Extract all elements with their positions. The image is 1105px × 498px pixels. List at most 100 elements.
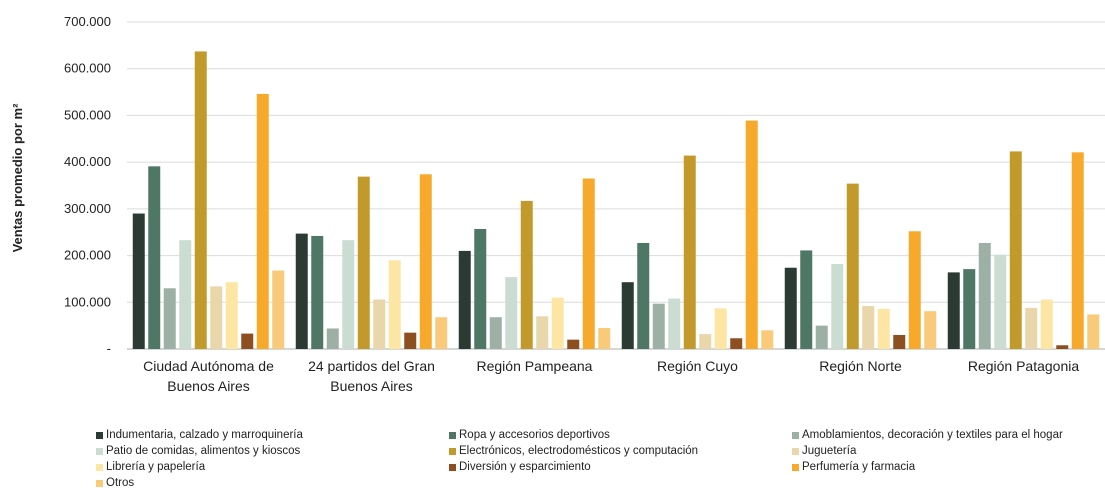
legend-swatch bbox=[792, 464, 799, 471]
legend-item: Juguetería bbox=[792, 445, 856, 457]
bar bbox=[746, 121, 758, 349]
bar bbox=[148, 166, 160, 349]
bar bbox=[505, 277, 517, 349]
legend-label: Indumentaria, calzado y marroquinería bbox=[106, 429, 303, 441]
x-category-labels: Ciudad Autónoma de Buenos Aires 24 partido… bbox=[143, 358, 1079, 394]
legend-label: Juguetería bbox=[802, 445, 856, 457]
bar bbox=[668, 299, 680, 349]
legend-label: Librería y papelería bbox=[106, 461, 205, 473]
y-tick-label: 700.000 bbox=[64, 14, 111, 29]
y-tick-label: 600.000 bbox=[64, 61, 111, 76]
bar bbox=[358, 177, 370, 349]
category-label: Buenos Aires bbox=[330, 378, 413, 394]
bar bbox=[699, 334, 711, 349]
bar bbox=[311, 236, 323, 349]
legend-swatch bbox=[96, 432, 103, 439]
legend-label: Ropa y accesorios deportivos bbox=[459, 429, 610, 441]
legend-swatch bbox=[792, 448, 799, 455]
bar bbox=[373, 299, 385, 349]
bar bbox=[800, 250, 812, 349]
legend-item: Indumentaria, calzado y marroquinería bbox=[96, 429, 303, 441]
legend-item: Patio de comidas, alimentos y kioscos bbox=[96, 445, 300, 457]
legend-item: Perfumería y farmacia bbox=[792, 461, 915, 473]
bar bbox=[1072, 152, 1084, 349]
bar bbox=[994, 255, 1006, 349]
legend-item: Otros bbox=[96, 477, 134, 489]
bar bbox=[1010, 151, 1022, 349]
bar bbox=[241, 334, 253, 349]
bar bbox=[257, 94, 269, 349]
bar bbox=[963, 269, 975, 349]
bar bbox=[404, 333, 416, 349]
category-label: Región Patagonia bbox=[968, 358, 1080, 374]
legend-swatch bbox=[449, 432, 456, 439]
y-tick-label: 500.000 bbox=[64, 107, 111, 122]
legend-item: Diversión y esparcimiento bbox=[449, 461, 591, 473]
bar bbox=[133, 214, 145, 349]
legend-swatch bbox=[96, 448, 103, 455]
bar bbox=[389, 260, 401, 349]
y-tick-label: 100.000 bbox=[64, 294, 111, 309]
y-tick-label: - bbox=[107, 341, 111, 356]
bar bbox=[521, 201, 533, 349]
bar bbox=[327, 328, 339, 349]
bar bbox=[342, 240, 354, 349]
bar bbox=[226, 282, 238, 349]
bar bbox=[474, 229, 486, 349]
bar-chart: - 100.000 200.000 300.000 400.000 500.000 600.… bbox=[0, 0, 1105, 420]
bar bbox=[847, 184, 859, 349]
bar bbox=[622, 282, 634, 349]
bar bbox=[1041, 299, 1053, 349]
bar bbox=[862, 306, 874, 349]
legend-item: Ropa y accesorios deportivos bbox=[449, 429, 610, 441]
bar bbox=[730, 338, 742, 349]
bar bbox=[164, 288, 176, 349]
legend-label: Otros bbox=[106, 477, 134, 489]
legend-swatch bbox=[792, 432, 799, 439]
bar bbox=[816, 326, 828, 349]
y-axis-label: Ventas promedio por m² bbox=[10, 103, 25, 252]
bar bbox=[893, 335, 905, 349]
bar bbox=[653, 304, 665, 349]
legend-item: Electrónicos, electrodomésticos y comput… bbox=[449, 445, 698, 457]
legend-swatch bbox=[449, 448, 456, 455]
bar bbox=[567, 340, 579, 349]
legend-label: Perfumería y farmacia bbox=[802, 461, 915, 473]
category-label: 24 partidos del Gran bbox=[308, 358, 435, 374]
legend-swatch bbox=[449, 464, 456, 471]
y-tick-label: 400.000 bbox=[64, 154, 111, 169]
category-label: Región Pampeana bbox=[477, 358, 593, 374]
legend-item: Librería y papelería bbox=[96, 461, 205, 473]
category-label: Buenos Aires bbox=[167, 378, 250, 394]
bar bbox=[761, 330, 773, 349]
category-label: Región Cuyo bbox=[657, 358, 738, 374]
bar bbox=[435, 317, 447, 349]
bar bbox=[878, 309, 890, 349]
bar bbox=[684, 156, 696, 349]
bar bbox=[785, 268, 797, 349]
category-label: Región Norte bbox=[819, 358, 902, 374]
bar bbox=[637, 243, 649, 349]
bar bbox=[948, 272, 960, 349]
y-tick-label: 300.000 bbox=[64, 201, 111, 216]
bar bbox=[598, 328, 610, 349]
legend-label: Electrónicos, electrodomésticos y comput… bbox=[459, 445, 698, 457]
bar bbox=[552, 298, 564, 349]
bar bbox=[459, 251, 471, 349]
bar bbox=[715, 308, 727, 349]
bar bbox=[979, 243, 991, 349]
legend-label: Amoblamientos, decoración y textiles par… bbox=[802, 429, 1063, 441]
bar bbox=[1087, 314, 1099, 349]
bar bbox=[831, 264, 843, 349]
y-tick-labels: - 100.000 200.000 300.000 400.000 500.000 600.… bbox=[64, 14, 111, 356]
bar bbox=[195, 51, 207, 349]
legend-label: Patio de comidas, alimentos y kioscos bbox=[106, 445, 300, 457]
bar bbox=[583, 178, 595, 349]
bar bbox=[210, 286, 222, 349]
legend-label: Diversión y esparcimiento bbox=[459, 461, 591, 473]
bar bbox=[924, 311, 936, 349]
legend-swatch bbox=[96, 480, 103, 487]
category-label: Ciudad Autónoma de bbox=[143, 358, 274, 374]
bar bbox=[490, 317, 502, 349]
bars bbox=[133, 51, 1100, 349]
